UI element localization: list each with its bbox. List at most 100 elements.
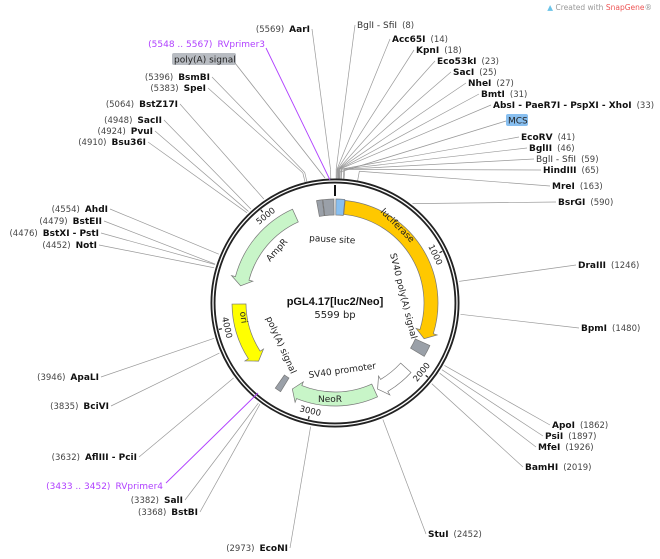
restriction-site-bglii[interactable]: BglII (46) [529, 144, 575, 154]
site-name: BstXI - PstI [43, 229, 99, 239]
site-leader-line [343, 169, 346, 180]
site-leader-line [98, 244, 215, 269]
site-position: (18) [444, 46, 461, 56]
site-position: (41) [558, 133, 575, 143]
restriction-site-absi-paer7i-pspxi-xhoi[interactable]: AbsI - PaeR7I - PspXI - XhoI (33) [493, 101, 654, 111]
restriction-site-bmti[interactable]: BmtI (31) [481, 90, 527, 100]
restriction-site-econi[interactable]: (2973) EcoNI [226, 544, 288, 554]
site-name: SacII [137, 116, 162, 126]
restriction-site-bamhi[interactable]: BamHI (2019) [525, 463, 591, 473]
restriction-site-bcivi[interactable]: (3835) BciVI [50, 402, 109, 412]
primer-range: (3433 .. 3452) [46, 482, 110, 492]
restriction-site-sacii[interactable]: (4948) SacII [104, 116, 162, 126]
site-name: StuI [428, 530, 449, 540]
site-position: (14) [431, 35, 448, 45]
restriction-site-mfei[interactable]: MfeI (1926) [538, 443, 594, 453]
site-position: (1897) [568, 432, 596, 442]
feature-sv40-promoter[interactable] [377, 362, 412, 396]
restriction-site-psii[interactable]: PsiI (1897) [545, 432, 597, 442]
restriction-site-eco53ki[interactable]: Eco53kI (23) [437, 57, 499, 67]
site-name: BglII [529, 144, 552, 154]
feature-label-neor[interactable]: NeoR [318, 395, 342, 405]
site-name: PvuI [131, 127, 153, 137]
restriction-site-bsmbi[interactable]: (5396) BsmBI [145, 73, 210, 83]
snapgene-watermark: ▲ Created with SnapGene® [547, 3, 652, 12]
restriction-site-apali[interactable]: (3946) ApaLI [37, 373, 99, 383]
site-position: (4924) [98, 127, 126, 137]
site-position: (65) [582, 166, 599, 176]
feature-poly-a-signal[interactable] [274, 374, 290, 393]
site-leader-line [439, 372, 537, 448]
site-leader-line [357, 171, 360, 182]
feature-ampr[interactable] [230, 208, 299, 287]
restriction-site-bstbi[interactable]: (3368) BstBI [138, 508, 198, 518]
feature-label-mcs[interactable]: MCS [508, 117, 528, 127]
restriction-site-bstxi-psti[interactable]: (4476) BstXI - PstI [9, 229, 99, 239]
site-position: (31) [510, 90, 527, 100]
site-leader-line [199, 404, 261, 513]
site-leader-line [184, 402, 259, 501]
restriction-site-apoi[interactable]: ApoI (1862) [552, 421, 608, 431]
feature-luciferase[interactable] [343, 200, 439, 340]
site-position: (2019) [563, 463, 591, 473]
restriction-site-ecorv[interactable]: EcoRV (41) [521, 133, 575, 143]
site-name: EcoRV [521, 133, 553, 143]
backbone-ring-gap [212, 180, 458, 426]
site-leader-line [431, 383, 524, 468]
restriction-site-mrei[interactable]: MreI (163) [552, 182, 603, 192]
site-position: (2452) [454, 530, 482, 540]
restriction-site-saci[interactable]: SacI (25) [453, 68, 497, 78]
feature-neor[interactable] [291, 380, 379, 407]
primer-rvprimer4[interactable]: (3433 .. 3452) RVprimer4 [46, 482, 163, 492]
feature-label-sv40-promoter[interactable]: SV40 promoter [308, 362, 377, 381]
feature-label-ori[interactable]: ori [237, 311, 249, 324]
restriction-site-draiii[interactable]: DraIII (1246) [578, 261, 639, 271]
feature-label-polya-top[interactable]: poly(A) signal [174, 56, 236, 66]
restriction-site-pvui[interactable]: (4924) PvuI [98, 127, 153, 137]
feature-label-polya[interactable]: poly(A) signal [263, 315, 297, 375]
site-leader-line [179, 103, 265, 200]
site-name: ApaLI [70, 373, 99, 383]
site-leader-line [412, 201, 557, 204]
restriction-site-bsu36i[interactable]: (4910) Bsu36I [78, 138, 146, 148]
site-position: (4910) [78, 138, 106, 148]
scale-tick [425, 374, 429, 378]
feature-pause-site[interactable] [322, 198, 335, 216]
feature-label-sv40-polya[interactable]: SV40 poly(A) signal [387, 252, 418, 340]
feature-label-pause-site[interactable]: pause site [309, 234, 356, 246]
site-name: NotI [76, 241, 97, 251]
restriction-site-afliii-pcii[interactable]: (3632) AflIII - PciI [52, 453, 137, 463]
restriction-site-ahdi[interactable]: (4554) AhdI [52, 205, 108, 215]
restriction-site-noti[interactable]: (4452) NotI [42, 241, 97, 251]
restriction-site-bsteii[interactable]: (4479) BstEII [39, 217, 102, 227]
restriction-site-stui[interactable]: StuI (2452) [428, 530, 482, 540]
restriction-site-bsrgi[interactable]: BsrGI (590) [558, 198, 613, 208]
primer-rvprimer3[interactable]: (5548 .. 5567) RVprimer3 [148, 40, 265, 50]
site-name: BciVI [83, 402, 109, 412]
restriction-site-bgli-sfii[interactable]: BglI - SfiI (8) [357, 21, 414, 31]
restriction-site-bgli-sfii[interactable]: BglI - SfiI (59) [536, 155, 599, 165]
restriction-site-kpni[interactable]: KpnI (18) [416, 46, 462, 56]
site-position: (33) [637, 101, 654, 111]
primer-range: (5548 .. 5567) [148, 40, 212, 50]
feature-sv40-poly-a-signal[interactable] [410, 338, 431, 357]
feature-poly-a-signal[interactable] [316, 199, 325, 217]
site-position: (5396) [145, 73, 173, 83]
scale-tick [218, 328, 223, 330]
restriction-site-bstz17i[interactable]: (5064) BstZ17I [106, 100, 178, 110]
feature-mcs[interactable] [335, 198, 346, 216]
site-position: (163) [580, 182, 603, 192]
restriction-site-acc65i[interactable]: Acc65I (14) [392, 35, 448, 45]
restriction-site-aari[interactable]: (5569) AarI [256, 25, 310, 35]
site-position: (1480) [612, 324, 640, 334]
restriction-site-sali[interactable]: (3382) SalI [131, 496, 183, 506]
restriction-site-bpmi[interactable]: BpmI (1480) [581, 324, 640, 334]
site-leader-line [147, 141, 248, 214]
snapgene-logo-icon: ▲ [547, 3, 554, 12]
restriction-site-nhei[interactable]: NheI (27) [468, 79, 514, 89]
restriction-site-hindiii[interactable]: HindIII (65) [543, 166, 599, 176]
restriction-site-spei[interactable]: (5383) SpeI [150, 84, 206, 94]
site-leader-line [359, 170, 551, 187]
feature-ori[interactable] [231, 303, 265, 362]
